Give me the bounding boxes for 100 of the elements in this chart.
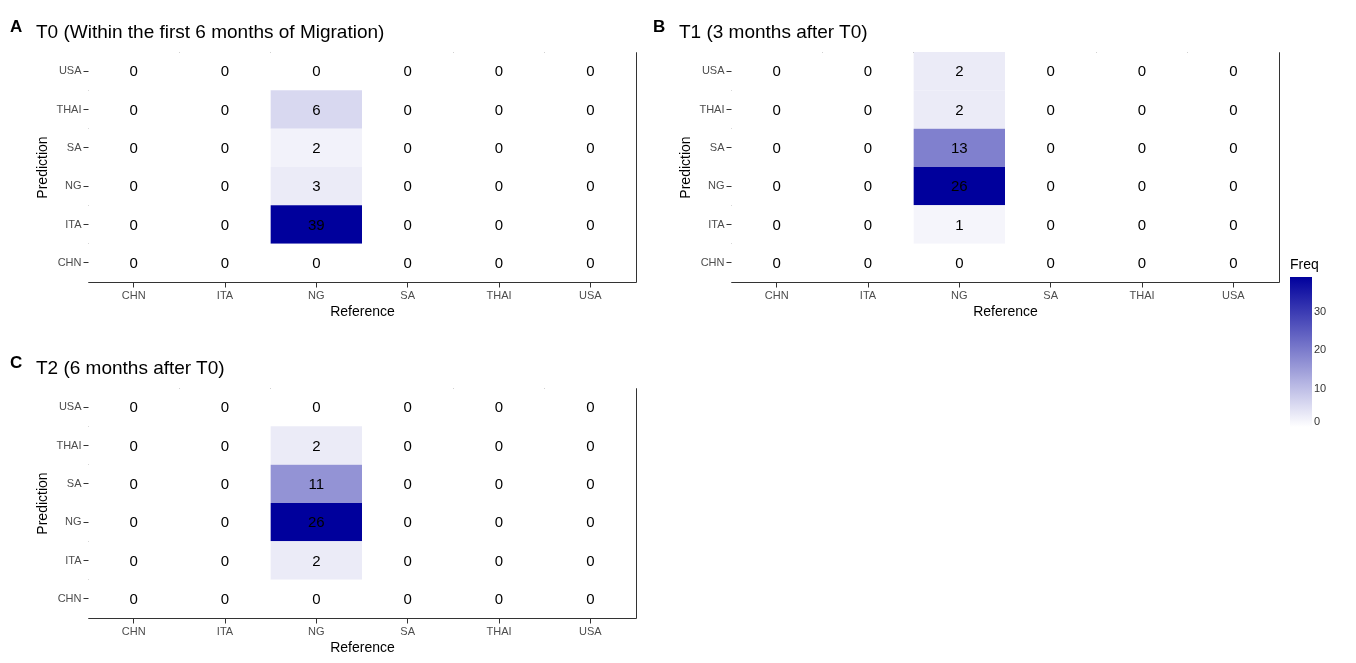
x-tick-label: ITA [216,624,234,637]
color-bar-label: 20 [1314,343,1327,356]
data-label: 0 [772,253,781,271]
data-label: 0 [312,253,321,271]
x-tick-label: NG [951,288,968,301]
color-bar-label: 10 [1314,381,1327,394]
data-label: 0 [403,398,412,416]
data-label: 0 [863,253,873,271]
y-tick-label: SA [66,476,83,489]
data-label: 2 [312,436,321,454]
data-label: 0 [220,177,230,195]
data-label: 0 [1229,215,1238,233]
x-tick-label: THAI [486,624,512,637]
y-tick-label: CHN [57,255,82,268]
y-tick-label: ITA [65,553,83,566]
data-label: 11 [308,474,325,492]
y-tick-label: THAI [56,102,82,115]
color-bar-label: 0 [1314,415,1321,427]
data-label: 0 [129,138,138,156]
data-label: 0 [403,100,412,118]
data-label: 0 [220,100,230,118]
data-label: 0 [494,474,504,492]
data-label: 26 [307,513,325,531]
data-label: 0 [586,398,595,416]
data-label: 2 [955,62,964,80]
data-label: 0 [312,62,321,80]
data-label: 0 [772,138,781,156]
data-label: 0 [129,474,138,492]
x-tick-label: SA [1043,288,1059,301]
data-label: 0 [403,177,412,195]
data-label: 0 [129,513,138,531]
text: C [10,353,23,373]
data-label: 0 [586,253,595,271]
data-label: 0 [586,62,595,80]
y-tick-label: CHN [57,591,82,604]
data-label: 0 [1229,100,1238,118]
color-bar-title: Freq [1290,256,1319,272]
data-label: 0 [220,253,230,271]
y-tick-label: NG [708,179,725,192]
data-label: 0 [494,215,504,233]
data-label: 0 [403,551,412,569]
data-label: 0 [129,436,138,454]
data-label: 0 [494,436,504,454]
data-label: 0 [494,62,504,80]
data-label: 0 [955,253,964,271]
data-label: 0 [129,253,138,271]
y-tick-label: THAI [699,102,725,115]
data-label: 0 [129,62,138,80]
data-label: 0 [494,177,504,195]
data-label: 0 [1046,177,1055,195]
data-label: 0 [494,551,504,569]
x-tick-label: USA [579,288,603,301]
data-label: 0 [1137,100,1147,118]
data-label: 0 [1229,62,1238,80]
data-label: 0 [494,253,504,271]
data-label: 0 [220,398,230,416]
data-label: 0 [586,100,595,118]
data-label: 0 [586,215,595,233]
data-label: 0 [586,177,595,195]
data-label: 0 [863,215,873,233]
y-tick-label: SA [66,140,83,153]
data-label: 0 [494,138,504,156]
data-label: 0 [403,215,412,233]
data-label: 0 [863,100,873,118]
data-label: 0 [1046,138,1055,156]
x-tick-label: THAI [1129,288,1155,301]
y-axis-title: Prediction [677,136,694,199]
data-label: 0 [494,398,504,416]
y-tick-label: ITA [65,217,83,230]
data-label: 0 [220,436,230,454]
data-label: 0 [129,589,138,607]
x-tick-label: USA [579,624,603,637]
x-tick-label: THAI [486,288,512,301]
data-label: 0 [220,62,230,80]
color-bar-label: 30 [1314,304,1327,317]
text: A [10,17,23,37]
data-label: 0 [772,215,781,233]
y-tick-label: CHN [700,255,725,268]
data-label: 2 [312,138,321,156]
data-label: 0 [772,100,781,118]
data-label: 0 [1046,62,1055,80]
y-tick-label: THAI [56,438,82,451]
data-label: 0 [1229,138,1238,156]
data-label: 0 [312,589,321,607]
data-label: 39 [307,215,325,233]
data-label: 0 [403,62,412,80]
data-label: 0 [403,138,412,156]
data-label: 0 [863,62,873,80]
data-label: 0 [312,398,321,416]
data-label: 0 [220,138,230,156]
data-label: 0 [220,513,230,531]
data-label: 0 [586,436,595,454]
data-label: 0 [220,589,230,607]
y-tick-label: NG [65,515,82,528]
y-tick-label: USA [701,64,726,77]
data-label: 0 [863,177,873,195]
data-label: 0 [586,589,595,607]
y-tick-label: ITA [708,217,726,230]
data-label: 2 [955,100,964,118]
x-tick-label: NG [308,624,325,637]
